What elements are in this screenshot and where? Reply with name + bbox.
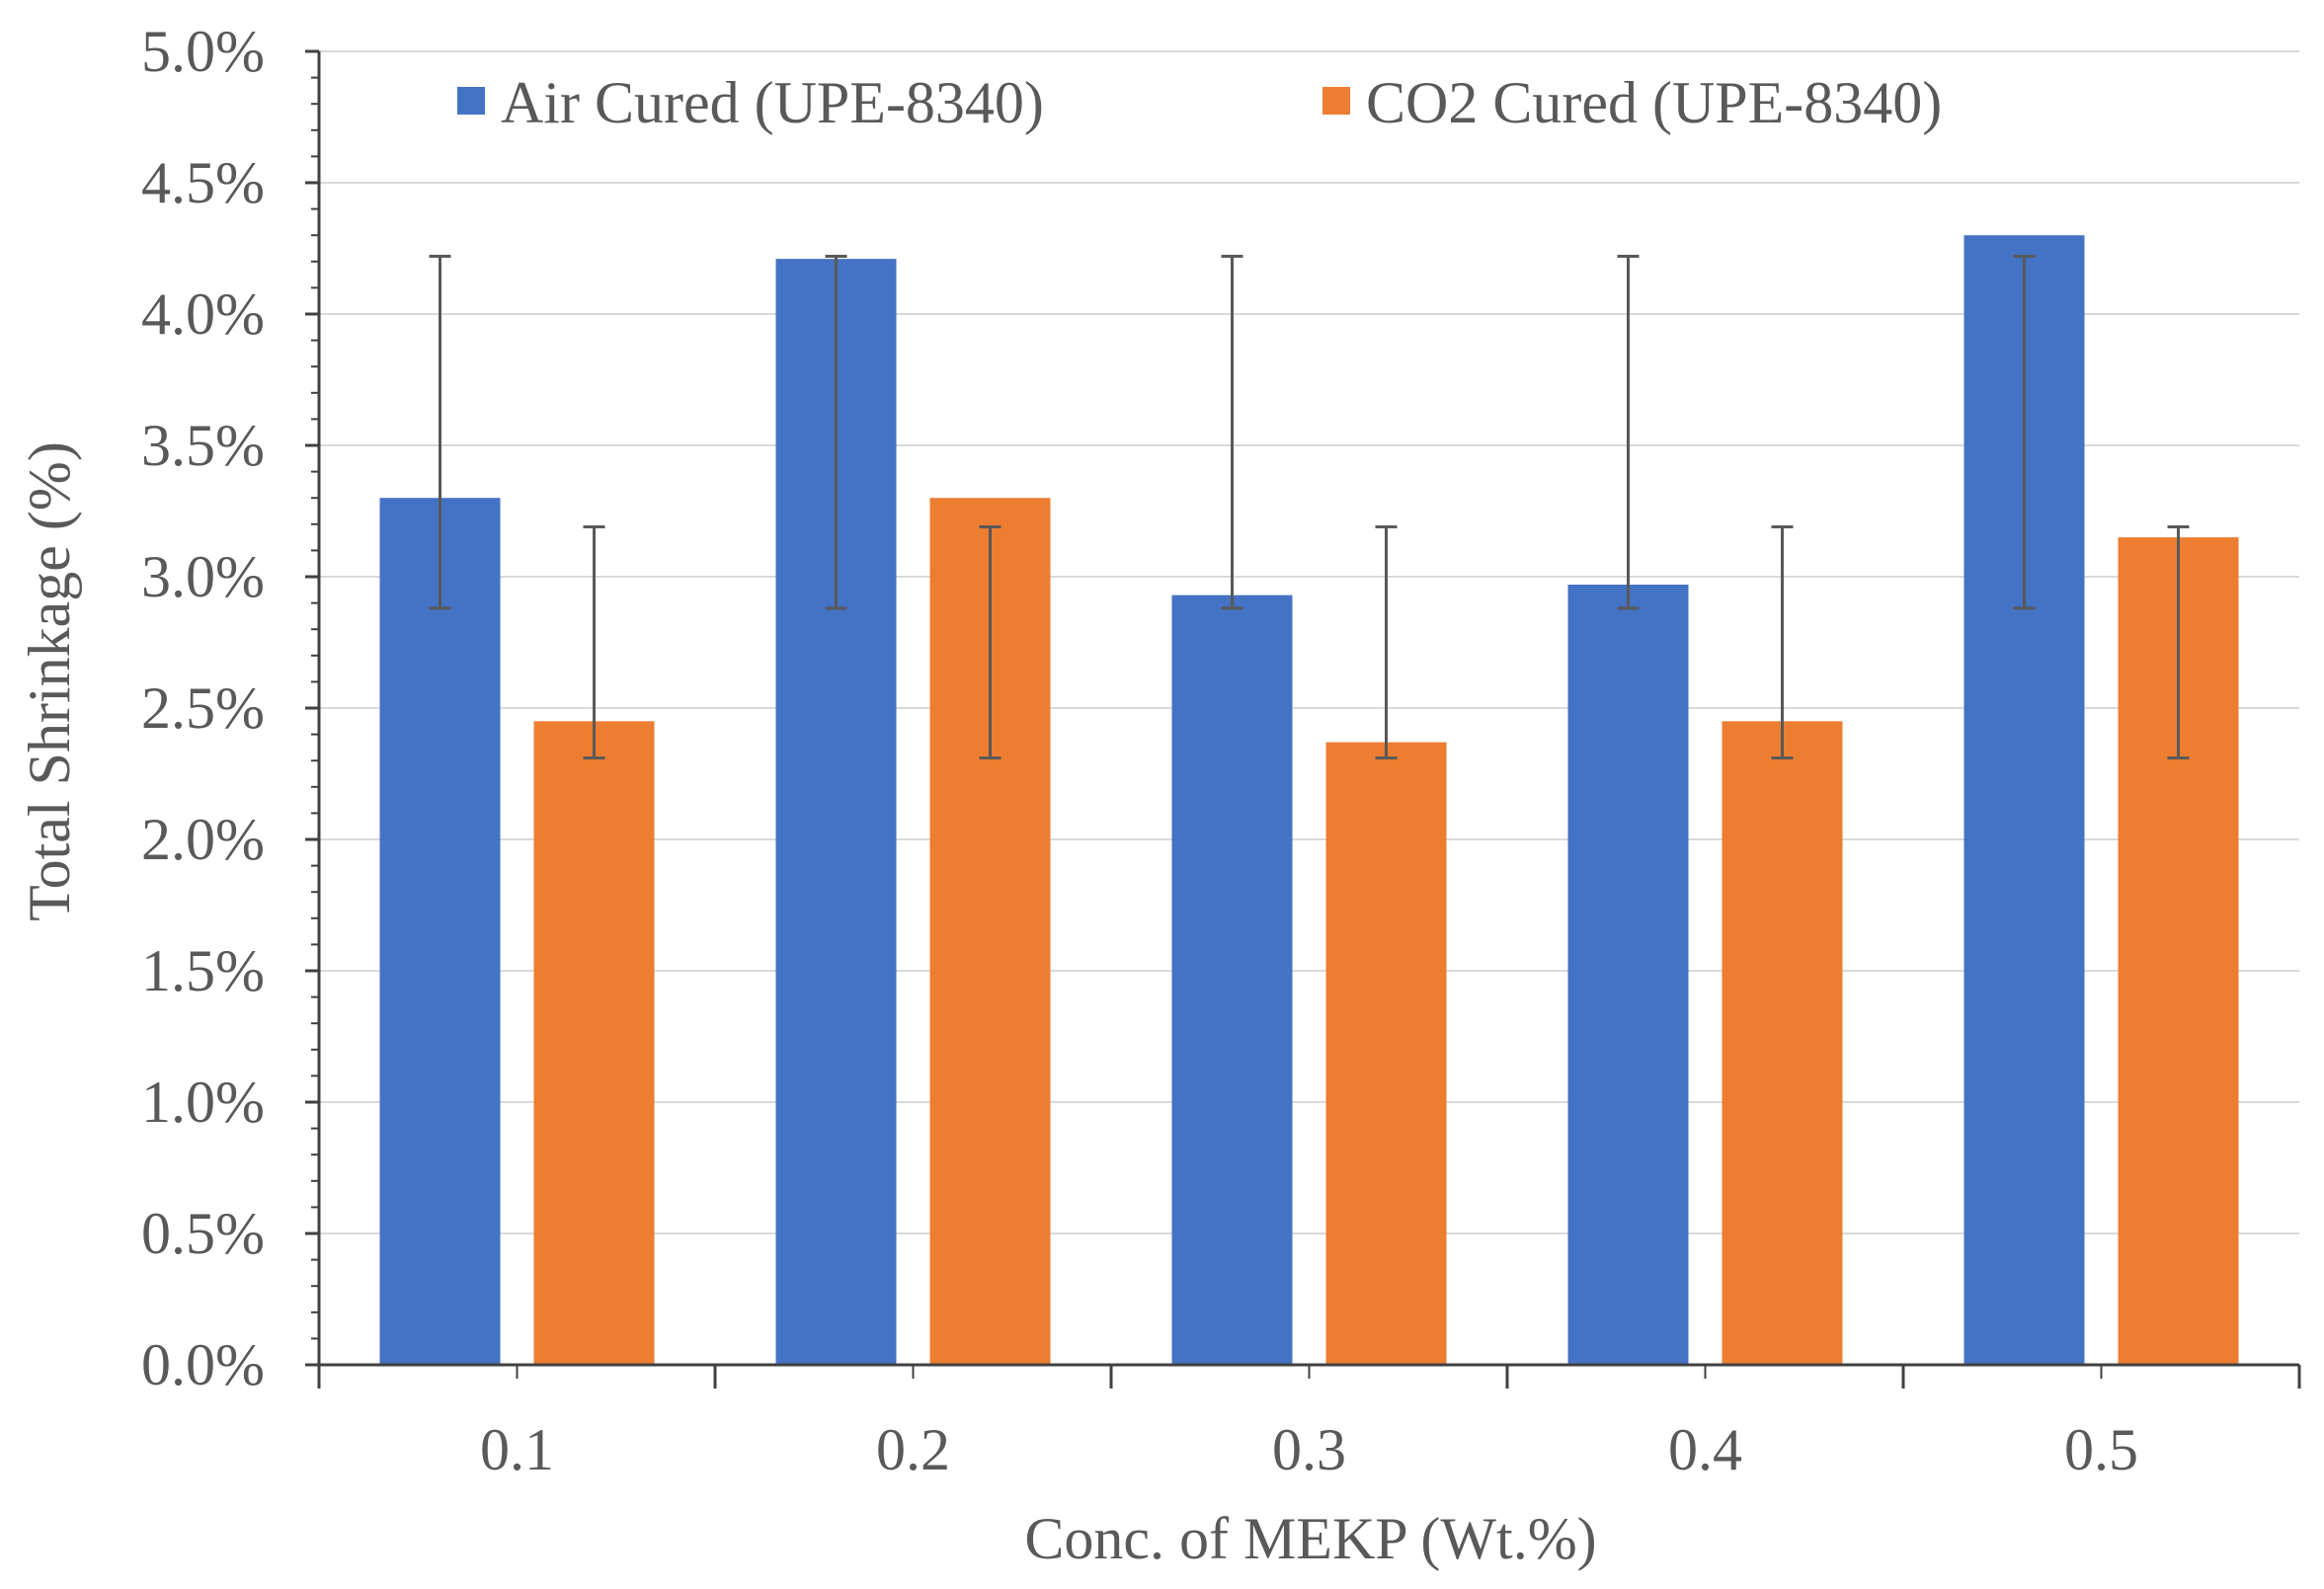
y-tick-label: 5.0% — [141, 19, 265, 84]
x-axis-title: Conc. of MEKP (Wt.%) — [1024, 1506, 1596, 1571]
y-axis-title: Total Shrinkage (%) — [17, 441, 82, 921]
x-tick-label: 0.2 — [876, 1417, 950, 1482]
bars — [379, 235, 2239, 1366]
bar-air-cured-0.4 — [1567, 584, 1689, 1365]
bar-co2-cured-0.1 — [533, 721, 655, 1365]
y-tick-label: 4.5% — [141, 150, 265, 215]
y-tick-label: 3.5% — [141, 413, 265, 478]
legend-label-co2-cured: CO2 Cured (UPE-8340) — [1366, 70, 1942, 135]
y-tick-label: 1.5% — [141, 938, 265, 1003]
y-tick-label: 0.5% — [141, 1201, 265, 1266]
legend-swatch-co2-cured — [1322, 87, 1350, 115]
y-tick-label: 0.0% — [141, 1332, 265, 1397]
bar-air-cured-0.3 — [1171, 595, 1293, 1365]
y-tick-label: 2.0% — [141, 807, 265, 872]
x-tick-label: 0.1 — [480, 1417, 554, 1482]
bar-co2-cured-0.3 — [1325, 742, 1447, 1365]
y-tick-label: 3.0% — [141, 544, 265, 609]
legend-label-air-cured: Air Cured (UPE-8340) — [501, 70, 1044, 135]
y-tick-label: 1.0% — [141, 1070, 265, 1135]
bar-air-cured-0.1 — [379, 498, 501, 1365]
y-tick-label: 2.5% — [141, 675, 265, 741]
legend-swatch-air-cured — [457, 87, 485, 115]
y-tick-label: 4.0% — [141, 281, 265, 347]
x-tick-label: 0.5 — [2064, 1417, 2138, 1482]
error-bars — [429, 254, 2190, 760]
x-tick-label: 0.4 — [1668, 1417, 1742, 1482]
axes: 0.0% 0.5% 1.0% 1.5% 2.0% 2.5% 3.0% 3.5% 4.0% 4.5%… — [141, 19, 2301, 1482]
x-tick-label: 0.3 — [1272, 1417, 1346, 1482]
legend: Air Cured (UPE-8340) CO2 Cured (UPE-8340… — [457, 70, 1942, 135]
bar-co2-cured-0.4 — [1722, 721, 1843, 1365]
